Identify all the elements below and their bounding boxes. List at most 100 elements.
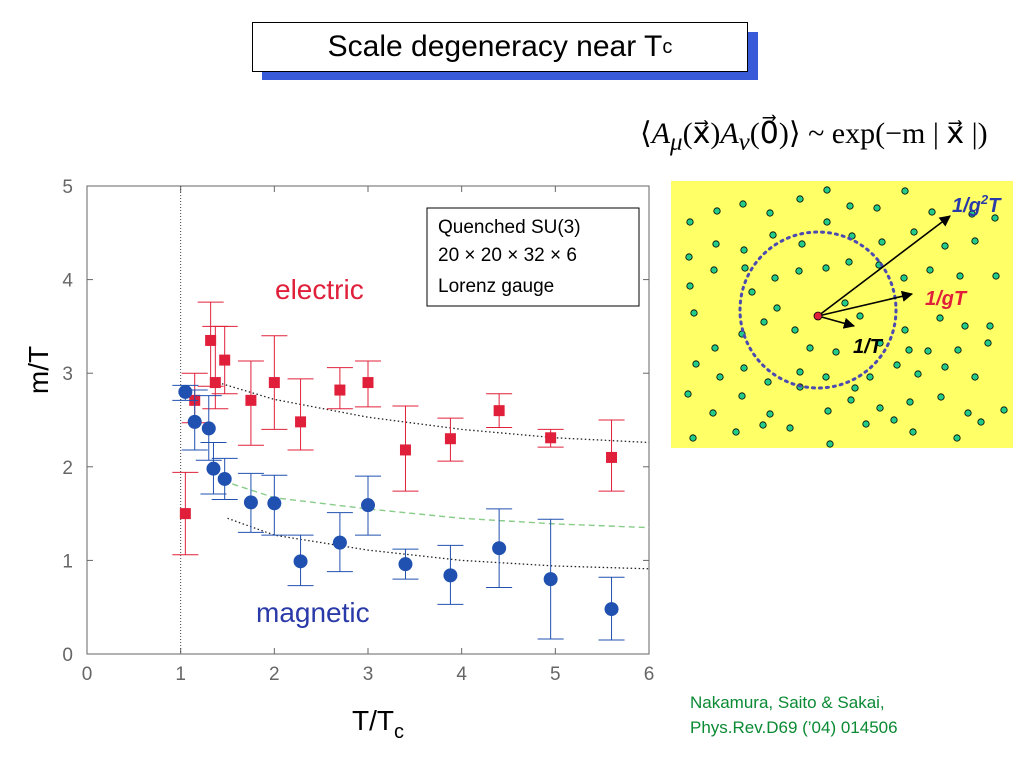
vacuum-dot	[823, 186, 831, 194]
vacuum-dot	[822, 264, 830, 272]
vacuum-dot	[851, 384, 859, 392]
vacuum-dot	[716, 373, 724, 381]
vacuum-dot	[876, 339, 884, 347]
vacuum-dot	[690, 309, 698, 317]
vacuum-dot	[732, 428, 740, 436]
magnetic-point	[332, 535, 347, 550]
vacuum-dot	[832, 348, 840, 356]
vacuum-dot	[764, 378, 772, 386]
label-g2t-end: T	[988, 195, 1002, 217]
formula-mu: μ	[670, 129, 683, 156]
vacuum-dot	[890, 416, 898, 424]
vacuum-dot	[738, 392, 746, 400]
vacuum-dot	[773, 304, 781, 312]
vacuum-dot	[740, 364, 748, 372]
vacuum-dot	[759, 421, 767, 429]
vacuum-dot	[954, 346, 962, 354]
vacuum-dot	[686, 282, 694, 290]
electric-point	[493, 405, 505, 417]
vacuum-dot	[901, 326, 909, 334]
magnetic-point	[398, 557, 413, 572]
electric-label: electric	[275, 274, 364, 305]
vacuum-dot	[971, 373, 979, 381]
fit-curve-black	[227, 517, 650, 570]
y-tick-label: 0	[62, 645, 73, 666]
magnetic-point	[604, 602, 619, 617]
vacuum-dot	[841, 299, 849, 307]
vacuum-dot	[824, 407, 832, 415]
x-tick-label: 6	[644, 664, 655, 685]
vacuum-dot	[968, 210, 976, 218]
vacuum-dot	[906, 398, 914, 406]
magnetic-point	[178, 384, 193, 399]
label-1-over-t: 1/T	[853, 336, 884, 358]
vacuum-dot	[686, 218, 694, 226]
vacuum-dot	[806, 344, 814, 352]
dotted-circle	[738, 230, 898, 390]
vacuum-dot	[760, 318, 768, 326]
vacuum-dot	[766, 410, 774, 418]
vacuum-dot	[991, 214, 999, 222]
annotation-line-3: Lorenz gauge	[438, 276, 554, 297]
vacuum-dot	[956, 272, 964, 280]
vacuum-dot	[961, 322, 969, 330]
electric-point	[362, 377, 374, 389]
electric-point	[209, 377, 221, 389]
x-axis-label-sub: c	[394, 721, 404, 743]
vacuum-dot	[873, 204, 881, 212]
label-1-over-g2t: 1/g2T	[952, 192, 1002, 217]
vacuum-dot	[909, 428, 917, 436]
vacuum-dot	[791, 326, 799, 334]
magnetic-label: magnetic	[256, 597, 370, 628]
vacuum-dot	[914, 370, 922, 378]
formula-nu: ν	[738, 129, 750, 156]
arrow-g2t	[817, 215, 951, 317]
formula-a2: A	[720, 117, 739, 150]
magnetic-point	[543, 572, 558, 587]
slide-title-subscript: c	[662, 35, 673, 58]
magnetic-point	[361, 498, 375, 513]
electric-point	[205, 334, 217, 346]
annotation-line-1: Quenched SU(3)	[438, 217, 581, 238]
vacuum-dot	[741, 264, 749, 272]
vacuum-dot	[684, 390, 692, 398]
vacuum-dot	[905, 346, 913, 354]
y-axis-label: m/T	[23, 346, 54, 394]
vacuum-dot	[798, 240, 806, 248]
vacuum-dot	[900, 274, 908, 282]
y-tick-label: 2	[62, 458, 73, 479]
vacuum-dot	[941, 363, 949, 371]
arrow-t	[817, 315, 856, 329]
magnetic-point	[267, 496, 282, 511]
citation-line-2: Phys.Rev.D69 (’04) 014506	[690, 718, 898, 737]
vacuum-dot	[712, 240, 720, 248]
electric-point	[399, 444, 411, 456]
magnetic-point	[187, 414, 202, 429]
vacuum-dot	[711, 344, 719, 352]
y-tick-label: 4	[62, 271, 73, 292]
vacuum-dot	[689, 434, 697, 442]
vacuum-dot	[992, 272, 1000, 280]
vacuum-dot	[845, 258, 853, 266]
vacuum-dot	[953, 434, 961, 442]
vacuum-inset: 1/g2T 1/gT 1/T	[671, 181, 1013, 448]
x-tick-label: 2	[269, 664, 280, 685]
vacuum-dot	[941, 242, 949, 250]
magnetic-point	[243, 495, 258, 510]
x-axis-label: T/Tc	[352, 705, 404, 743]
vacuum-dot	[795, 267, 803, 275]
vacuum-dot	[685, 253, 693, 261]
vacuum-dot	[910, 228, 918, 236]
vacuum-dot	[740, 246, 748, 254]
x-tick-label: 1	[175, 664, 186, 685]
electric-point	[219, 354, 231, 366]
vacuum-dot	[769, 231, 777, 239]
vacuum-dot	[893, 361, 901, 369]
vacuum-dot	[692, 360, 700, 368]
x-tick-label: 4	[456, 664, 467, 685]
y-tick-label: 5	[62, 177, 73, 198]
formula-x: (x⃗)	[682, 117, 721, 150]
vacuum-dot	[796, 195, 804, 203]
vacuum-dot	[766, 209, 774, 217]
vacuum-dot	[823, 218, 831, 226]
